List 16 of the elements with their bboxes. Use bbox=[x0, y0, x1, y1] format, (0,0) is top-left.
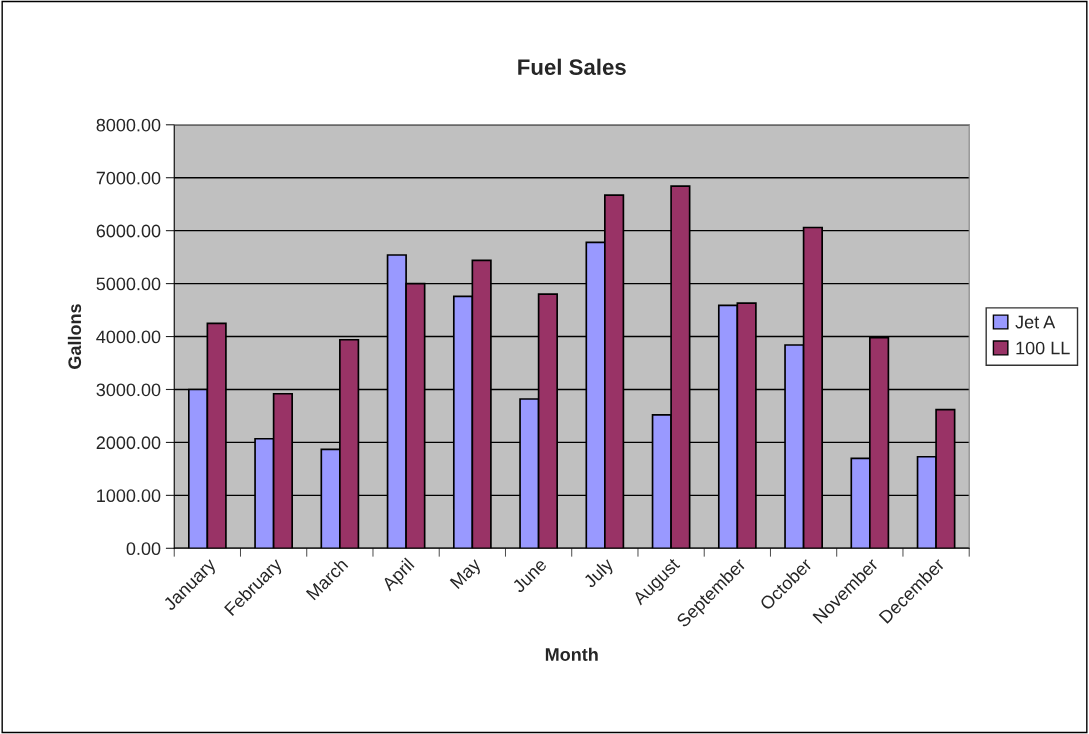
legend-label: Jet A bbox=[1015, 315, 1056, 329]
x-axis-title: Month bbox=[545, 647, 598, 661]
y-tick-label: 1000.00 bbox=[97, 489, 161, 503]
chart-title: Fuel Sales bbox=[518, 58, 626, 75]
y-axis-title: Gallons bbox=[67, 304, 82, 369]
y-tick-label: 2000.00 bbox=[96, 436, 161, 450]
y-tick-label: 6000.00 bbox=[96, 224, 161, 238]
y-tick-label: 7000.00 bbox=[96, 171, 161, 185]
y-tick-label: 3000.00 bbox=[96, 383, 161, 397]
y-tick-label: 5000.00 bbox=[96, 277, 161, 291]
y-tick-label: 4000.00 bbox=[96, 330, 161, 344]
legend-label: 100 LL bbox=[1016, 341, 1070, 355]
x-tick-label: May bbox=[449, 557, 485, 592]
x-tick-label: July bbox=[582, 556, 617, 592]
y-tick-label: 0.00 bbox=[126, 542, 161, 556]
y-tick-label: 8000.00 bbox=[96, 118, 161, 132]
